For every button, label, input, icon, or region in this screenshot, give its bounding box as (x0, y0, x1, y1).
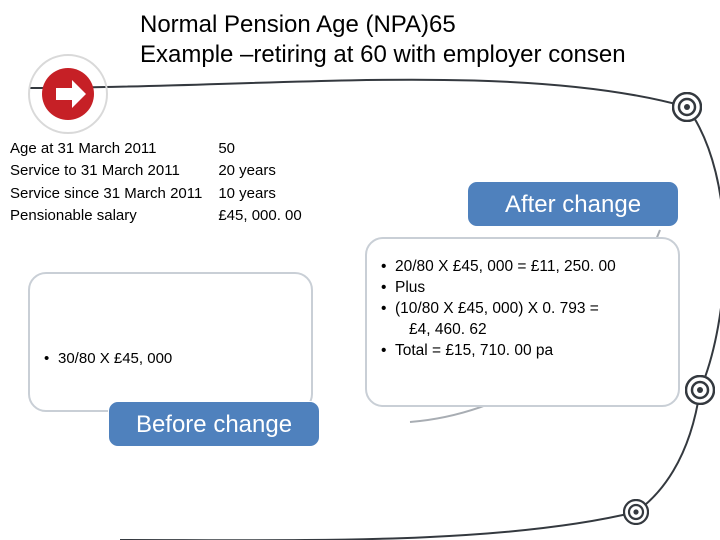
slide-title: Normal Pension Age (NPA)65 Example –reti… (140, 10, 626, 70)
bullet-text: £4, 460. 62 (395, 320, 487, 341)
details-table: Age at 31 March 2011 50 Service to 31 Ma… (8, 137, 304, 228)
before-change-box: • 30/80 X £45, 000 (28, 272, 313, 412)
detail-label: Service since 31 March 2011 (10, 184, 216, 204)
after-change-label: After change (467, 181, 679, 227)
table-row: Service since 31 March 2011 10 years (10, 184, 302, 204)
bullet-text: Plus (395, 278, 425, 299)
detail-value: 50 (218, 139, 301, 159)
after-bullets: • 20/80 X £45, 000 = £11, 250. 00 • Plus… (381, 257, 616, 362)
detail-label: Service to 31 March 2011 (10, 161, 216, 181)
list-item: • Total = £15, 710. 00 pa (381, 341, 616, 362)
arrow-right-icon (28, 54, 108, 134)
bullet-text: 30/80 X £45, 000 (58, 350, 172, 367)
bullet-icon: • (44, 350, 58, 367)
list-item: £4, 460. 62 (381, 320, 616, 341)
list-item: • (10/80 X £45, 000) X 0. 793 = (381, 299, 616, 320)
after-change-box: • 20/80 X £45, 000 = £11, 250. 00 • Plus… (365, 237, 680, 407)
bullet-text: 20/80 X £45, 000 = £11, 250. 00 (395, 257, 616, 278)
title-line-2: Example –retiring at 60 with employer co… (140, 40, 626, 70)
table-row: Pensionable salary £45, 000. 00 (10, 206, 302, 226)
detail-value: 10 years (218, 184, 301, 204)
bullet-icon (381, 320, 395, 341)
bullet-text: (10/80 X £45, 000) X 0. 793 = (395, 299, 599, 320)
before-change-label: Before change (108, 401, 320, 447)
list-item: • 20/80 X £45, 000 = £11, 250. 00 (381, 257, 616, 278)
bullet-text: Total = £15, 710. 00 pa (395, 341, 553, 362)
bullet-icon: • (381, 299, 395, 320)
before-bullets: • 30/80 X £45, 000 (44, 350, 172, 367)
bullet-icon: • (381, 278, 395, 299)
title-line-1: Normal Pension Age (NPA)65 (140, 10, 626, 40)
detail-value: £45, 000. 00 (218, 206, 301, 226)
detail-value: 20 years (218, 161, 301, 181)
detail-label: Age at 31 March 2011 (10, 139, 216, 159)
decor-target-1 (672, 92, 702, 122)
bullet-icon: • (381, 257, 395, 278)
decor-target-3 (623, 499, 649, 525)
bullet-icon: • (381, 341, 395, 362)
table-row: Service to 31 March 2011 20 years (10, 161, 302, 181)
detail-label: Pensionable salary (10, 206, 216, 226)
table-row: Age at 31 March 2011 50 (10, 139, 302, 159)
decor-target-2 (685, 375, 715, 405)
list-item: • Plus (381, 278, 616, 299)
list-item: • 30/80 X £45, 000 (44, 350, 172, 367)
